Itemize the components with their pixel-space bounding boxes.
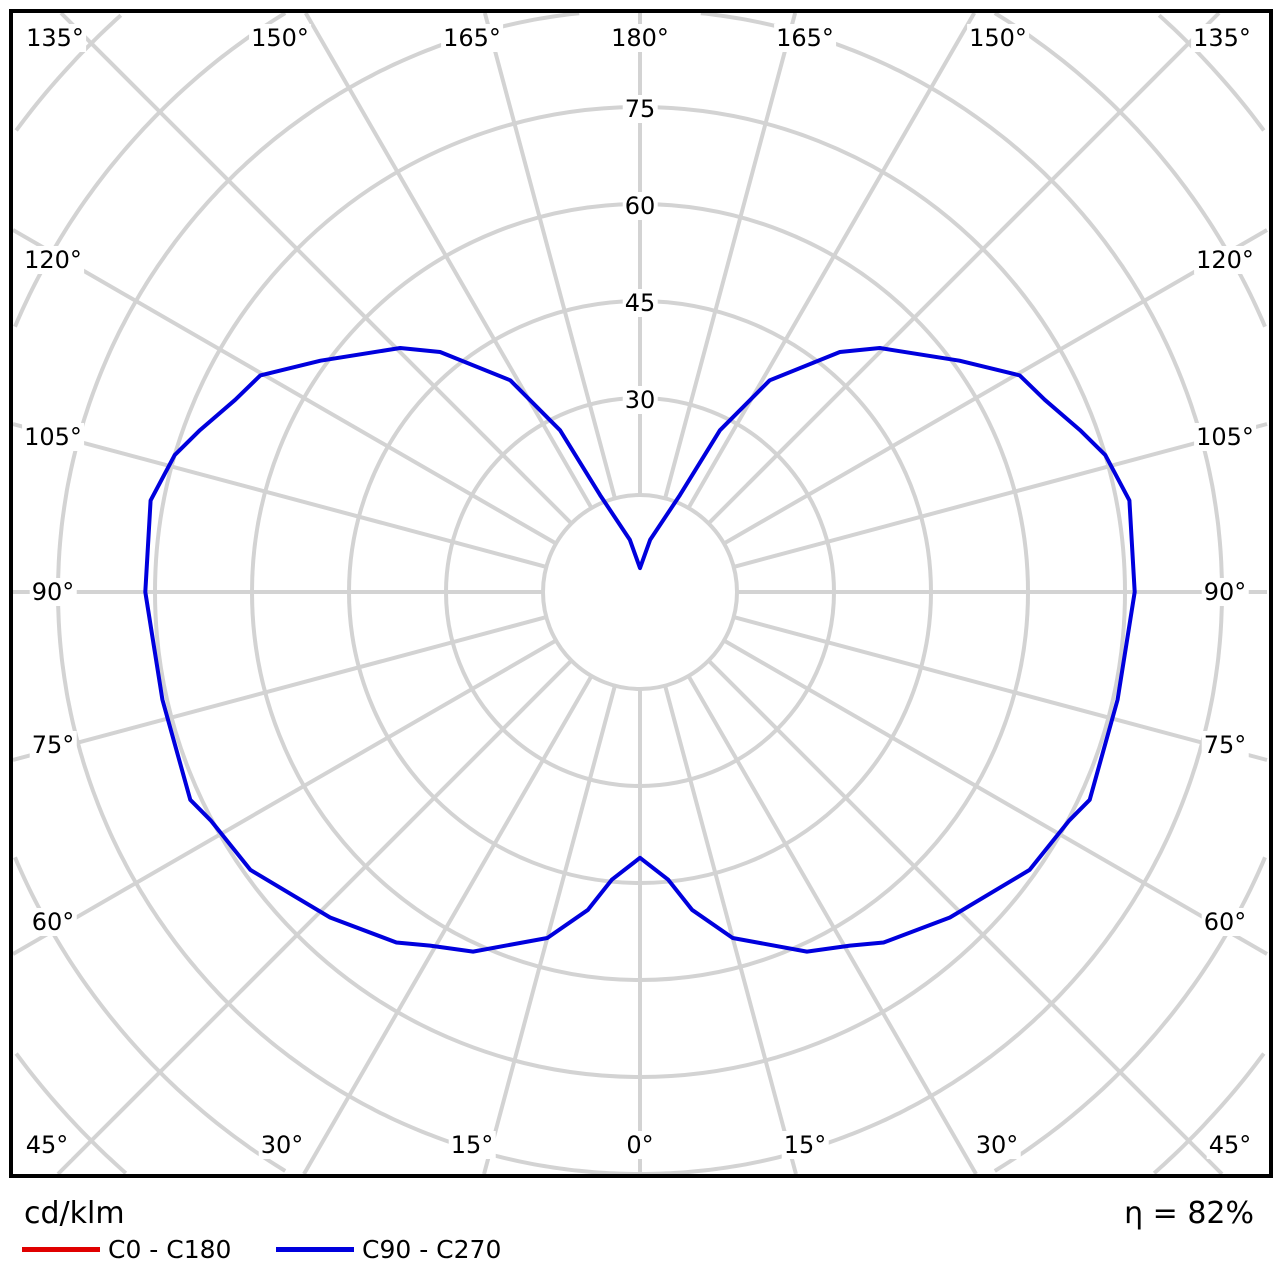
grid-spoke — [13, 638, 557, 956]
grid-spoke — [13, 228, 557, 546]
angle-label: 180° — [609, 24, 671, 52]
grid-ring-arc — [640, 13, 1224, 1174]
angle-label: 135° — [24, 24, 86, 52]
angle-label: 60° — [29, 908, 77, 936]
angle-label: 15° — [781, 1131, 829, 1159]
radial-tick-label: 30 — [622, 386, 658, 414]
angle-label: 90° — [29, 578, 77, 606]
grid-spoke — [707, 659, 1224, 1174]
angle-label: 135° — [1191, 24, 1253, 52]
angle-label: 120° — [22, 246, 84, 274]
angle-label: 30° — [973, 1131, 1021, 1159]
grid-ring-arc — [1152, 1052, 1266, 1174]
grid-spoke — [56, 659, 573, 1174]
angle-label: 45° — [23, 1131, 71, 1159]
polar-chart — [13, 13, 1268, 1174]
grid-spoke — [733, 615, 1268, 762]
grid-ring-arc — [14, 1052, 128, 1174]
grid-spoke — [482, 685, 617, 1174]
angle-label: 0° — [624, 1131, 656, 1159]
grid-spoke — [707, 13, 1221, 525]
angle-label: 90° — [1201, 578, 1249, 606]
unit-label: cd/klm — [24, 1196, 125, 1231]
angle-label: 150° — [249, 24, 311, 52]
angle-label: 30° — [258, 1131, 306, 1159]
grid-ring-arc — [1157, 13, 1266, 132]
legend-item-c90: C90 - C270 — [276, 1235, 501, 1264]
grid-spoke — [663, 13, 798, 499]
angle-label: 75° — [29, 731, 77, 759]
legend-label: C0 - C180 — [108, 1235, 232, 1264]
grid-ring-arc — [56, 13, 640, 1174]
angle-label: 120° — [1194, 246, 1256, 274]
angle-label: 60° — [1201, 908, 1249, 936]
grid-spoke — [663, 685, 798, 1174]
legend-swatch-red — [22, 1247, 100, 1252]
angle-label: 75° — [1201, 731, 1249, 759]
angle-label: 105° — [1194, 423, 1256, 451]
grid-spoke — [59, 13, 573, 525]
grid-ring — [541, 493, 739, 691]
grid-spoke — [13, 422, 547, 569]
grid-ring-arc — [14, 13, 123, 132]
grid-spoke — [13, 615, 547, 762]
legend-swatch-blue — [276, 1247, 354, 1252]
grid-spoke — [482, 13, 617, 499]
angle-label: 15° — [448, 1131, 496, 1159]
efficiency-label: η = 82% — [1124, 1196, 1254, 1231]
radial-tick-label: 45 — [622, 289, 658, 317]
grid-spoke — [733, 422, 1268, 569]
radial-tick-label: 75 — [622, 95, 658, 123]
angle-label: 105° — [22, 423, 84, 451]
angle-label: 45° — [1206, 1131, 1254, 1159]
grid-spoke — [723, 228, 1268, 546]
chart-frame: 135° 150° 165° 180° 165° 150° 135° 120° 120° 105°… — [9, 9, 1273, 1178]
angle-label: 150° — [967, 24, 1029, 52]
legend-label: C90 - C270 — [362, 1235, 502, 1264]
angle-label: 165° — [441, 24, 503, 52]
angle-label: 165° — [774, 24, 836, 52]
grid-spoke — [723, 638, 1268, 956]
curve-c90-c270 — [143, 346, 1137, 954]
radial-tick-label: 60 — [622, 192, 658, 220]
legend-item-c0: C0 - C180 — [22, 1235, 231, 1264]
